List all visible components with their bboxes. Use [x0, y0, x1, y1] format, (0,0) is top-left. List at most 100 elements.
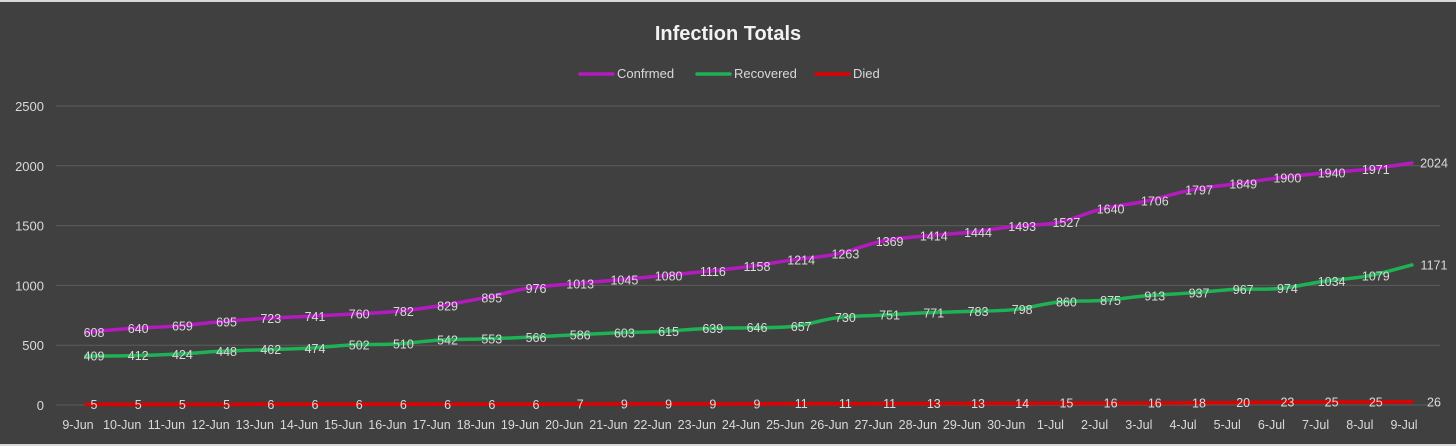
data-label-recovered: 462	[260, 343, 281, 357]
data-label-died: 14	[1015, 397, 1029, 411]
y-tick-label: 2500	[15, 99, 44, 114]
x-tick-label: 10-Jun	[103, 418, 141, 432]
data-label-died: 6	[312, 398, 319, 412]
data-label-confrmed: 2024	[1420, 156, 1448, 170]
data-label-recovered: 783	[968, 305, 989, 319]
x-axis-ticks: 9-Jun 10-Jun 11-Jun 12-Jun 13-Jun 14-Jun 15-Ju…	[62, 418, 1417, 432]
data-label-recovered: 913	[1144, 289, 1165, 303]
y-tick-label: 1500	[15, 219, 44, 234]
data-label-recovered: 639	[702, 322, 723, 336]
data-label-died: 9	[665, 397, 672, 411]
data-label-recovered: 974	[1277, 282, 1298, 296]
data-label-confrmed: 760	[349, 308, 370, 322]
x-tick-label: 23-Jun	[678, 418, 716, 432]
x-tick-label: 5-Jul	[1214, 418, 1241, 432]
data-label-confrmed: 1116	[700, 265, 726, 279]
data-label-confrmed: 1849	[1229, 177, 1257, 191]
y-tick-label: 2000	[15, 159, 44, 174]
data-label-confrmed: 1080	[655, 269, 683, 283]
data-label-died: 6	[444, 398, 451, 412]
x-tick-label: 18-Jun	[457, 418, 495, 432]
x-tick-label: 2-Jul	[1081, 418, 1108, 432]
x-tick-label: 11-Jun	[148, 418, 185, 432]
data-label-recovered: 967	[1233, 283, 1254, 297]
data-label-died: 5	[135, 398, 142, 412]
data-label-confrmed: 608	[84, 326, 105, 340]
data-label-recovered: 1171	[1421, 258, 1448, 272]
data-label-confrmed: 741	[305, 310, 326, 324]
chart-title: Infection Totals	[655, 23, 801, 45]
data-label-recovered: 1034	[1318, 275, 1346, 289]
y-axis-ticks: 0 500 1000 1500 2000 2500	[15, 99, 44, 413]
data-label-confrmed: 1640	[1097, 202, 1125, 216]
x-tick-label: 28-Jun	[899, 418, 937, 432]
data-label-confrmed: 1414	[920, 229, 948, 243]
data-label-confrmed: 1214	[787, 253, 815, 267]
data-label-recovered: 474	[305, 342, 326, 356]
data-label-recovered: 875	[1100, 294, 1121, 308]
data-label-died: 13	[971, 397, 985, 411]
series-lines	[84, 161, 1414, 407]
data-label-recovered: 646	[747, 321, 768, 335]
data-label-died: 20	[1236, 396, 1250, 410]
x-tick-label: 30-Jun	[987, 418, 1025, 432]
gridlines	[56, 105, 1440, 406]
x-tick-label: 1-Jul	[1037, 418, 1064, 432]
data-label-died: 25	[1325, 396, 1339, 410]
data-label-died: 6	[488, 398, 495, 412]
data-label-recovered: 751	[879, 309, 900, 323]
legend-label-died: Died	[853, 66, 880, 81]
data-label-recovered: 510	[393, 338, 414, 352]
y-tick-label: 500	[22, 338, 44, 353]
data-label-confrmed: 1797	[1185, 184, 1213, 198]
data-label-confrmed: 723	[260, 312, 281, 326]
x-tick-label: 13-Jun	[236, 418, 274, 432]
data-label-recovered: 937	[1189, 286, 1210, 300]
x-tick-label: 24-Jun	[722, 418, 760, 432]
x-tick-label: 6-Jul	[1258, 418, 1285, 432]
data-label-recovered: 502	[349, 338, 370, 352]
data-label-recovered: 615	[658, 325, 679, 339]
data-label-confrmed: 1444	[964, 226, 992, 240]
data-label-recovered: 448	[216, 345, 237, 359]
data-label-died: 5	[91, 398, 98, 412]
data-label-confrmed: 782	[393, 305, 414, 319]
data-label-recovered: 603	[614, 326, 635, 340]
data-label-died: 6	[267, 398, 274, 412]
data-label-died: 18	[1192, 396, 1206, 410]
data-label-recovered: 657	[791, 320, 812, 334]
data-label-died: 23	[1280, 396, 1294, 410]
x-tick-label: 7-Jul	[1302, 418, 1329, 432]
data-label-recovered: 566	[526, 331, 547, 345]
x-tick-label: 20-Jun	[545, 418, 583, 432]
data-label-confrmed: 1369	[876, 235, 904, 249]
data-label-died: 5	[223, 398, 230, 412]
x-tick-label: 26-Jun	[810, 418, 848, 432]
legend-label-confrmed: Confrmed	[617, 66, 674, 81]
data-label-died: 13	[927, 397, 941, 411]
data-label-confrmed: 695	[216, 315, 237, 329]
legend-label-recovered: Recovered	[734, 66, 797, 81]
data-label-confrmed: 1971	[1362, 163, 1390, 177]
y-tick-label: 1000	[15, 278, 44, 293]
data-label-recovered: 409	[84, 350, 105, 364]
series-line-died	[84, 400, 1414, 407]
legend: Confrmed Recovered Died	[578, 66, 880, 81]
x-tick-label: 12-Jun	[191, 418, 229, 432]
data-label-confrmed: 1940	[1318, 166, 1346, 180]
data-label-died: 15	[1059, 397, 1073, 411]
x-tick-label: 9-Jun	[62, 418, 93, 432]
data-label-died: 6	[356, 398, 363, 412]
data-label-died: 9	[621, 397, 628, 411]
data-label-confrmed: 1706	[1141, 194, 1169, 208]
data-label-recovered: 798	[1012, 303, 1033, 317]
data-label-died: 6	[400, 398, 407, 412]
y-tick-label: 0	[37, 398, 44, 413]
x-tick-label: 19-Jun	[501, 418, 539, 432]
x-tick-label: 17-Jun	[412, 418, 450, 432]
series-line-confrmed	[84, 161, 1414, 335]
data-label-confrmed: 1527	[1052, 216, 1080, 230]
x-tick-label: 22-Jun	[633, 418, 671, 432]
